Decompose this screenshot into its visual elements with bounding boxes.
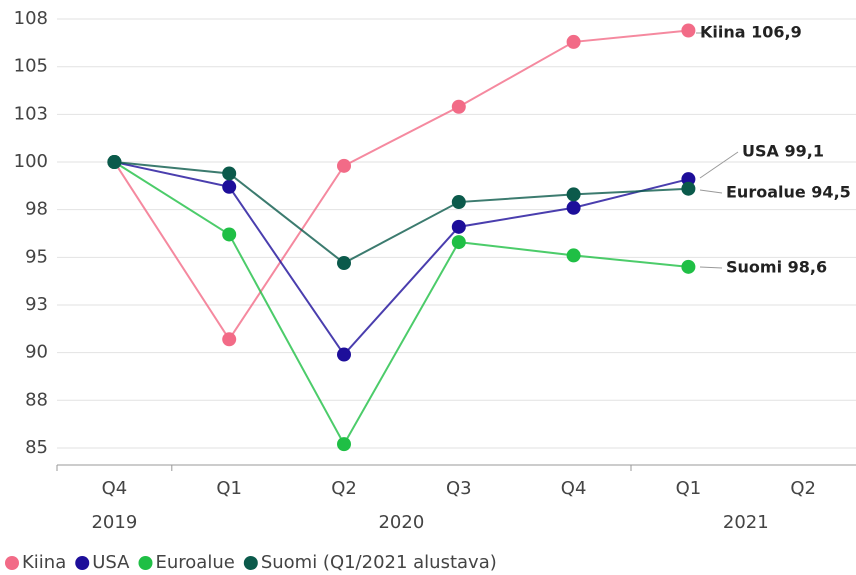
end-label: Euroalue 94,5 bbox=[726, 183, 851, 202]
point bbox=[681, 23, 696, 38]
leader-line bbox=[699, 151, 739, 179]
y-tick-label: 105 bbox=[14, 56, 48, 77]
x-tick-label: Q4 bbox=[102, 478, 128, 499]
y-tick-label: 100 bbox=[14, 151, 48, 172]
y-tick-label: 98 bbox=[25, 199, 48, 220]
series-line bbox=[113, 29, 689, 342]
point bbox=[451, 195, 466, 210]
x-group-label: 2020 bbox=[378, 512, 424, 533]
x-tick-label: Q4 bbox=[561, 478, 587, 499]
x-tick-label: Q1 bbox=[676, 478, 702, 499]
series-line bbox=[114, 161, 689, 265]
point bbox=[451, 219, 466, 234]
legend-label: USA bbox=[92, 552, 130, 573]
point bbox=[451, 99, 466, 114]
end-label: Suomi 98,6 bbox=[726, 258, 827, 277]
point bbox=[337, 347, 351, 362]
legend-marker bbox=[138, 556, 153, 570]
point bbox=[337, 158, 351, 173]
point bbox=[566, 187, 581, 202]
x-tick-label: Q1 bbox=[216, 478, 242, 499]
y-tick-label: 85 bbox=[25, 437, 48, 458]
point bbox=[337, 256, 351, 271]
x-tick-label: Q2 bbox=[331, 478, 357, 499]
point bbox=[566, 200, 581, 215]
legend-label: Euroalue bbox=[156, 552, 235, 573]
legend-marker bbox=[75, 556, 90, 570]
x-tick-label: Q3 bbox=[446, 478, 472, 499]
end-label: USA 99,1 bbox=[742, 142, 824, 161]
y-tick-label: 88 bbox=[25, 389, 48, 410]
point bbox=[222, 166, 237, 181]
x-group-label: 2021 bbox=[723, 512, 769, 533]
point bbox=[681, 259, 696, 274]
point bbox=[337, 437, 351, 452]
y-tick-label: 93 bbox=[25, 294, 48, 315]
y-tick-label: 95 bbox=[25, 246, 48, 267]
point bbox=[107, 155, 122, 170]
point bbox=[681, 181, 696, 196]
legend-marker bbox=[243, 556, 258, 570]
point bbox=[222, 332, 237, 347]
x-tick-label: Q2 bbox=[790, 478, 816, 499]
legend-label: Suomi (Q1/2021 alustava) bbox=[261, 552, 497, 573]
series-line bbox=[114, 161, 689, 357]
y-tick-label: 108 bbox=[14, 8, 48, 29]
leader-line bbox=[699, 266, 723, 269]
y-tick-label: 90 bbox=[25, 342, 48, 363]
y-tick-label: 103 bbox=[14, 103, 48, 124]
point bbox=[222, 227, 237, 242]
point bbox=[566, 34, 581, 49]
leader-line bbox=[699, 189, 723, 194]
point bbox=[566, 248, 581, 263]
series-line bbox=[113, 161, 689, 447]
legend-label: Kiina bbox=[22, 552, 66, 573]
point bbox=[222, 179, 237, 194]
legend-marker bbox=[5, 556, 19, 570]
end-label: Kiina 106,9 bbox=[700, 23, 802, 42]
x-group-label: 2019 bbox=[91, 512, 137, 533]
point bbox=[451, 235, 466, 250]
